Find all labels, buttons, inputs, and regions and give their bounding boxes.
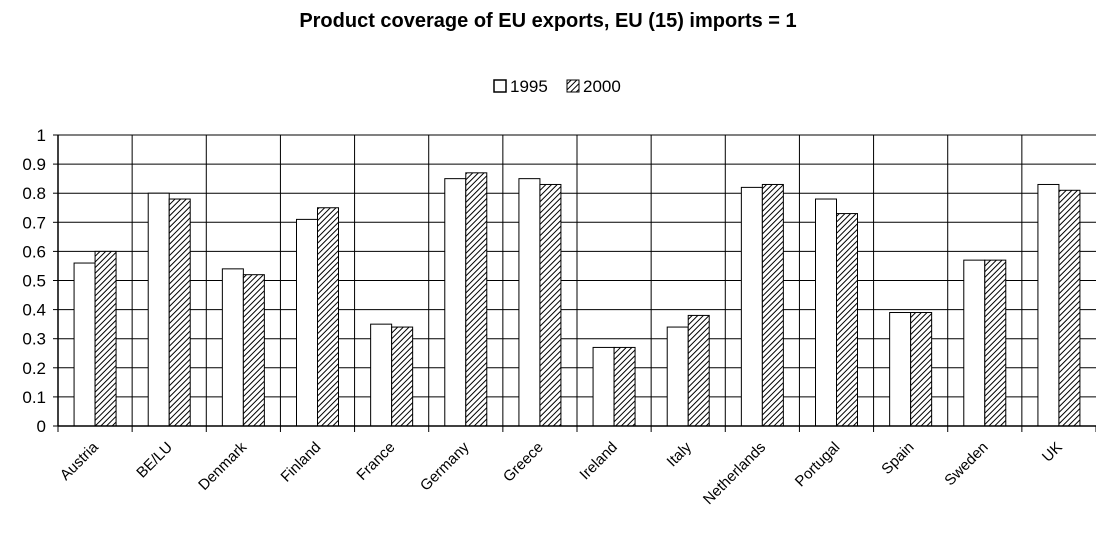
x-category-label: Denmark [195, 438, 250, 493]
x-category-label: Spain [878, 439, 917, 478]
bar-1995-spain [889, 312, 912, 427]
x-category-label: Greece [500, 439, 547, 486]
bar-1995-sweden [963, 259, 986, 427]
bar-1995-be-lu [147, 192, 170, 427]
chart-gridlines [58, 134, 1096, 426]
bar-2000-italy [687, 314, 710, 427]
bar-2000-denmark [242, 274, 265, 427]
bar-1995-netherlands [740, 186, 763, 427]
bar-1995-france [370, 323, 393, 427]
chart-bars [73, 172, 1081, 427]
bar-2000-spain [910, 312, 933, 427]
x-category-label: BE/LU [133, 439, 176, 482]
x-category-label: Ireland [576, 439, 620, 483]
x-category-label: Italy [664, 438, 696, 470]
x-category-label: Austria [57, 438, 102, 483]
y-tick-label: 1 [37, 126, 46, 145]
bar-1995-germany [444, 178, 467, 427]
y-tick-label: 0.8 [22, 184, 46, 203]
x-category-label: France [353, 439, 398, 484]
bar-2000-austria [94, 250, 117, 427]
chart-title: Product coverage of EU exports, EU (15) … [299, 10, 797, 32]
bar-2000-be-lu [168, 198, 191, 427]
x-category-label: Portugal [792, 439, 844, 491]
y-tick-label: 0.6 [22, 242, 46, 261]
bar-2000-ireland [613, 346, 636, 427]
bar-2000-france [391, 326, 414, 427]
bar-2000-uk [1058, 189, 1081, 427]
bar-2000-netherlands [761, 183, 784, 427]
bar-1995-finland [296, 218, 318, 427]
bar-2000-greece [539, 183, 562, 427]
legend-swatch-1995 [493, 79, 507, 93]
bar-2000-finland [317, 207, 339, 427]
y-tick-label: 0.9 [22, 155, 46, 174]
chart-legend: 1995 2000 [493, 77, 621, 96]
bar-1995-greece [518, 178, 541, 427]
y-tick-label: 0.7 [22, 213, 46, 232]
y-tick-label: 0.3 [22, 330, 46, 349]
y-tick-label: 0.4 [22, 301, 46, 320]
legend-label-2000: 2000 [583, 77, 621, 96]
x-axis-categories: Austria BE/LU Denmark Finland France Germany G… [57, 426, 1096, 508]
x-category-label: Sweden [941, 439, 991, 489]
x-category-label: UK [1039, 439, 1066, 466]
bar-2000-sweden [984, 259, 1007, 427]
bar-1995-uk [1037, 183, 1060, 427]
y-tick-label: 0.2 [22, 359, 46, 378]
y-tick-label: 0.1 [22, 388, 46, 407]
bar-2000-portugal [836, 213, 858, 427]
x-category-label: Finland [278, 439, 325, 486]
bar-1995-portugal [815, 198, 837, 427]
y-tick-label: 0 [37, 417, 46, 436]
y-axis-ticks: 0 0.1 0.2 0.3 0.4 0.5 0.6 0.7 0.8 0.9 1 [22, 126, 58, 436]
x-category-label: Netherlands [700, 439, 769, 508]
bar-1995-denmark [221, 268, 244, 427]
legend-label-1995: 1995 [510, 77, 548, 96]
legend-swatch-2000 [566, 79, 580, 93]
bar-1995-austria [73, 262, 96, 427]
bar-2000-germany [465, 172, 488, 427]
bar-1995-italy [666, 326, 689, 427]
y-tick-label: 0.5 [22, 272, 46, 291]
bar-1995-ireland [592, 346, 615, 427]
x-category-label: Germany [417, 438, 473, 494]
